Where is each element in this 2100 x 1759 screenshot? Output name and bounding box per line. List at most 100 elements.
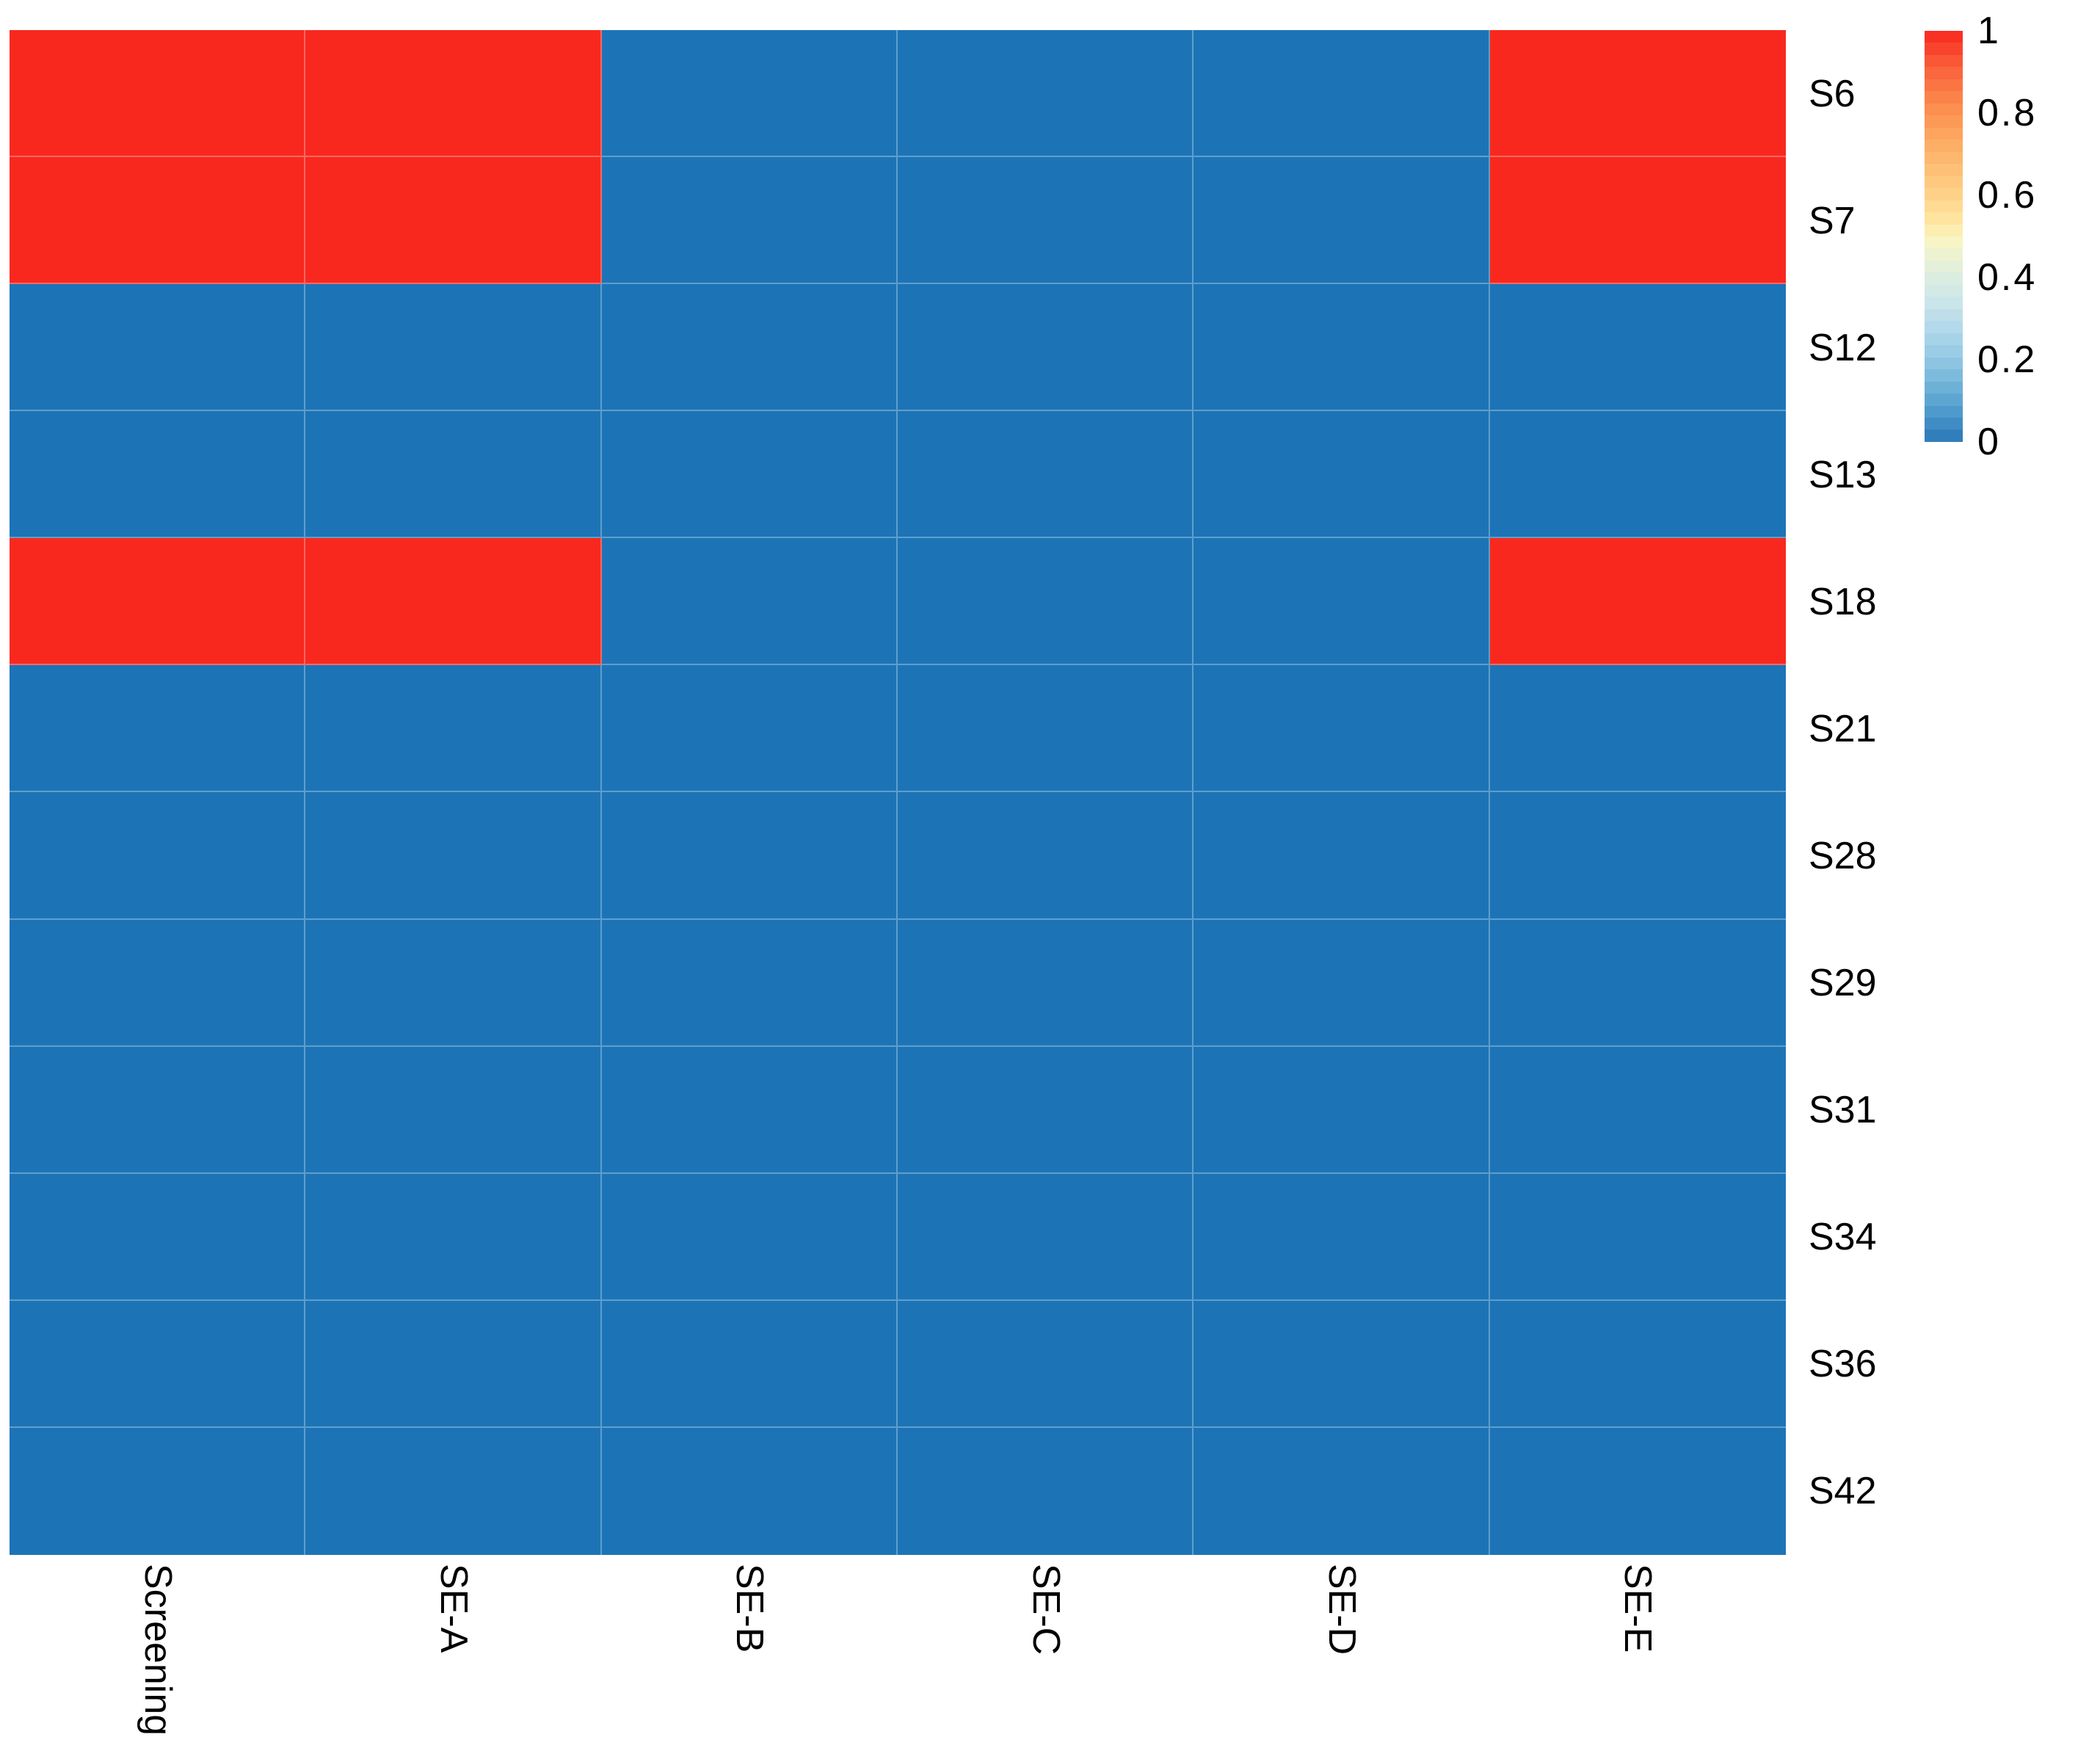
heatmap-cell [1193,30,1490,158]
colorbar-band [1925,139,1963,152]
heatmap-cell [898,284,1194,412]
heatmap-cell [10,1046,306,1174]
heatmap-cell [898,919,1194,1047]
row-label: S21 [1809,707,1877,750]
row-label: S34 [1809,1216,1877,1259]
colorbar-band [1925,429,1963,442]
heatmap-cell [601,1427,898,1555]
colorbar-band [1925,103,1963,116]
heatmap-cell [898,157,1194,285]
row-label: S12 [1809,326,1877,369]
colorbar-band [1925,67,1963,79]
heatmap-cell [305,1300,602,1428]
colorbar-band [1925,393,1963,406]
colorbar-tick-label: 1 [1977,10,2001,52]
heatmap-cell [10,538,306,666]
heatmap-cell [1489,1427,1786,1555]
row-label: S28 [1809,835,1877,878]
column-label: SE-E [1616,1564,1660,1653]
colorbar-band [1925,369,1963,382]
colorbar-tick-label: 0.4 [1977,256,2038,299]
colorbar-band [1925,151,1963,164]
colorbar-band [1925,357,1963,370]
column-label: Screening [136,1564,179,1736]
heatmap-cell [601,1300,898,1428]
row-label: S36 [1809,1343,1877,1386]
heatmap-cell [1193,157,1490,285]
row-label: S13 [1809,453,1877,496]
row-label: S18 [1809,580,1877,623]
heatmap-cell [305,1046,602,1174]
colorbar-tick-label: 0.8 [1977,92,2038,134]
heatmap-cell [305,919,602,1047]
colorbar-band [1925,297,1963,309]
heatmap-cell [10,919,306,1047]
heatmap-cell [1193,1046,1490,1174]
heatmap-cell [601,284,898,412]
row-label: S42 [1809,1470,1877,1513]
colorbar-band [1925,188,1963,200]
colorbar-band [1925,260,1963,273]
row-label: S29 [1809,962,1877,1005]
heatmap-cell [10,665,306,793]
colorbar-tick-label: 0 [1977,421,2001,463]
heatmap-cell [1489,284,1786,412]
heatmap-cell [1489,919,1786,1047]
heatmap-cell [305,1173,602,1301]
colorbar-band [1925,79,1963,92]
colorbar-band [1925,175,1963,189]
heatmap-cell [898,538,1194,666]
heatmap-grid [10,30,1786,1555]
heatmap-cell [10,411,306,539]
heatmap-cell [305,1427,602,1555]
colorbar-band [1925,248,1963,261]
heatmap-cell [1489,30,1786,158]
colorbar-band [1925,54,1963,68]
colorbar-band [1925,405,1963,418]
column-label: SE-B [728,1564,771,1653]
colorbar-band [1925,164,1963,176]
heatmap-cell [601,1173,898,1301]
heatmap-cell [1489,665,1786,793]
heatmap-cell [305,284,602,412]
heatmap-cell [898,665,1194,793]
heatmap-cell [898,1046,1194,1174]
heatmap-cell [10,1173,306,1301]
heatmap-cell [601,30,898,158]
heatmap-cell [601,411,898,539]
colorbar-band [1925,284,1963,297]
heatmap-cell [305,30,602,158]
colorbar-band [1925,31,1963,43]
colorbar-band [1925,308,1963,322]
heatmap-cell [1193,284,1490,412]
colorbar-band [1925,381,1963,394]
colorbar-band [1925,91,1963,104]
heatmap-cell [305,665,602,793]
heatmap-cell [1193,411,1490,539]
heatmap-cell [1193,919,1490,1047]
heatmap-cell [601,538,898,666]
colorbar-band [1925,43,1963,55]
heatmap-cell [898,1173,1194,1301]
heatmap-cell [10,284,306,412]
heatmap-cell [10,30,306,158]
heatmap-cell [10,1300,306,1428]
colorbar-band [1925,272,1963,285]
colorbar-band [1925,236,1963,249]
heatmap-cell [305,792,602,920]
heatmap-cell [305,411,602,539]
colorbar-band [1925,212,1963,225]
heatmap-cell [10,157,306,285]
colorbar-tick-label: 0.6 [1977,174,2038,217]
colorbar-band [1925,200,1963,213]
row-label: S6 [1809,72,1856,115]
colorbar-band [1925,333,1963,346]
heatmap-cell [601,665,898,793]
heatmap-cell [601,157,898,285]
heatmap-cell [898,411,1194,539]
heatmap-cell [1489,1173,1786,1301]
heatmap-cell [1193,665,1490,793]
colorbar-band [1925,127,1963,140]
heatmap-cell [898,30,1194,158]
